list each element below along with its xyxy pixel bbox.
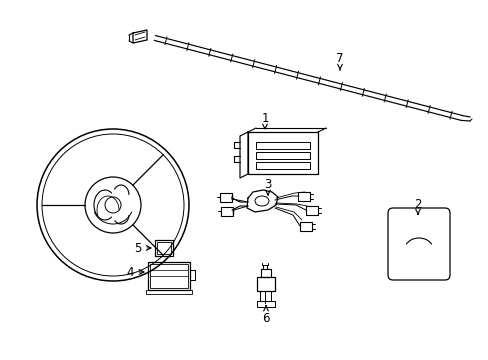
Bar — [157, 242, 171, 254]
Bar — [221, 207, 232, 216]
Text: 1: 1 — [261, 112, 268, 129]
Bar — [256, 142, 309, 149]
Bar — [148, 262, 190, 290]
Bar — [305, 206, 317, 215]
Bar — [155, 240, 173, 256]
Text: 6: 6 — [262, 306, 269, 324]
Bar — [297, 192, 309, 201]
Bar — [256, 152, 309, 159]
Text: 4: 4 — [126, 266, 143, 279]
Bar — [299, 222, 311, 231]
Bar — [257, 301, 274, 307]
Bar — [220, 193, 231, 202]
Bar — [146, 290, 192, 294]
Text: 2: 2 — [413, 198, 421, 215]
Bar — [257, 277, 274, 291]
Text: 5: 5 — [134, 242, 151, 255]
Bar — [247, 132, 317, 174]
Text: 7: 7 — [336, 51, 343, 70]
Bar — [256, 162, 309, 169]
Text: 3: 3 — [264, 179, 271, 195]
Bar — [150, 264, 187, 288]
